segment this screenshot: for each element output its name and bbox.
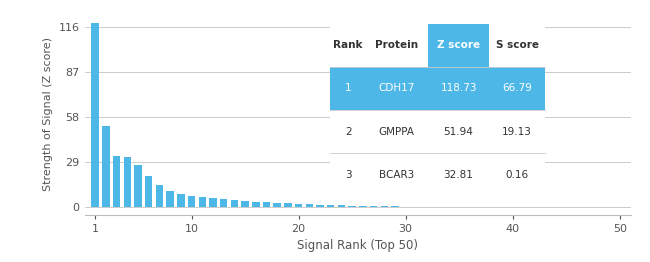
Text: S score: S score — [495, 40, 539, 50]
Text: BCAR3: BCAR3 — [379, 170, 415, 180]
Text: 0.16: 0.16 — [506, 170, 528, 180]
Bar — [177, 194, 185, 207]
Y-axis label: Strength of Signal (Z score): Strength of Signal (Z score) — [43, 37, 53, 191]
Text: 1: 1 — [344, 83, 352, 94]
Bar — [209, 198, 216, 207]
Bar — [370, 206, 377, 207]
Text: CDH17: CDH17 — [379, 83, 415, 94]
Bar — [348, 206, 356, 207]
Bar — [295, 204, 302, 207]
Bar — [135, 165, 142, 207]
Bar — [198, 198, 206, 207]
Bar — [102, 127, 110, 207]
Text: 2: 2 — [344, 127, 352, 137]
Bar — [402, 206, 410, 207]
Bar — [241, 201, 249, 207]
Bar — [359, 206, 367, 207]
Text: 32.81: 32.81 — [444, 170, 473, 180]
Text: 19.13: 19.13 — [502, 127, 532, 137]
Bar — [391, 206, 398, 207]
Bar — [338, 205, 345, 207]
Bar — [252, 202, 259, 207]
Bar — [113, 156, 120, 207]
Bar — [156, 184, 163, 207]
Text: 3: 3 — [344, 170, 352, 180]
Bar — [188, 196, 195, 207]
X-axis label: Signal Rank (Top 50): Signal Rank (Top 50) — [297, 239, 418, 252]
Bar — [380, 206, 388, 207]
Bar — [124, 157, 131, 207]
Text: 66.79: 66.79 — [502, 83, 532, 94]
Text: 118.73: 118.73 — [440, 83, 477, 94]
Text: GMPPA: GMPPA — [379, 127, 415, 137]
Text: Rank: Rank — [333, 40, 363, 50]
Bar — [145, 176, 153, 207]
Text: 51.94: 51.94 — [444, 127, 473, 137]
Bar — [231, 200, 238, 207]
Text: Protein: Protein — [375, 40, 419, 50]
Bar — [92, 23, 99, 207]
Bar — [166, 191, 174, 207]
Bar — [263, 202, 270, 207]
Text: Z score: Z score — [437, 40, 480, 50]
Bar — [274, 203, 281, 207]
Bar — [220, 199, 228, 207]
Bar — [327, 205, 335, 207]
Bar — [306, 204, 313, 207]
Bar — [284, 203, 292, 207]
Bar — [317, 205, 324, 207]
